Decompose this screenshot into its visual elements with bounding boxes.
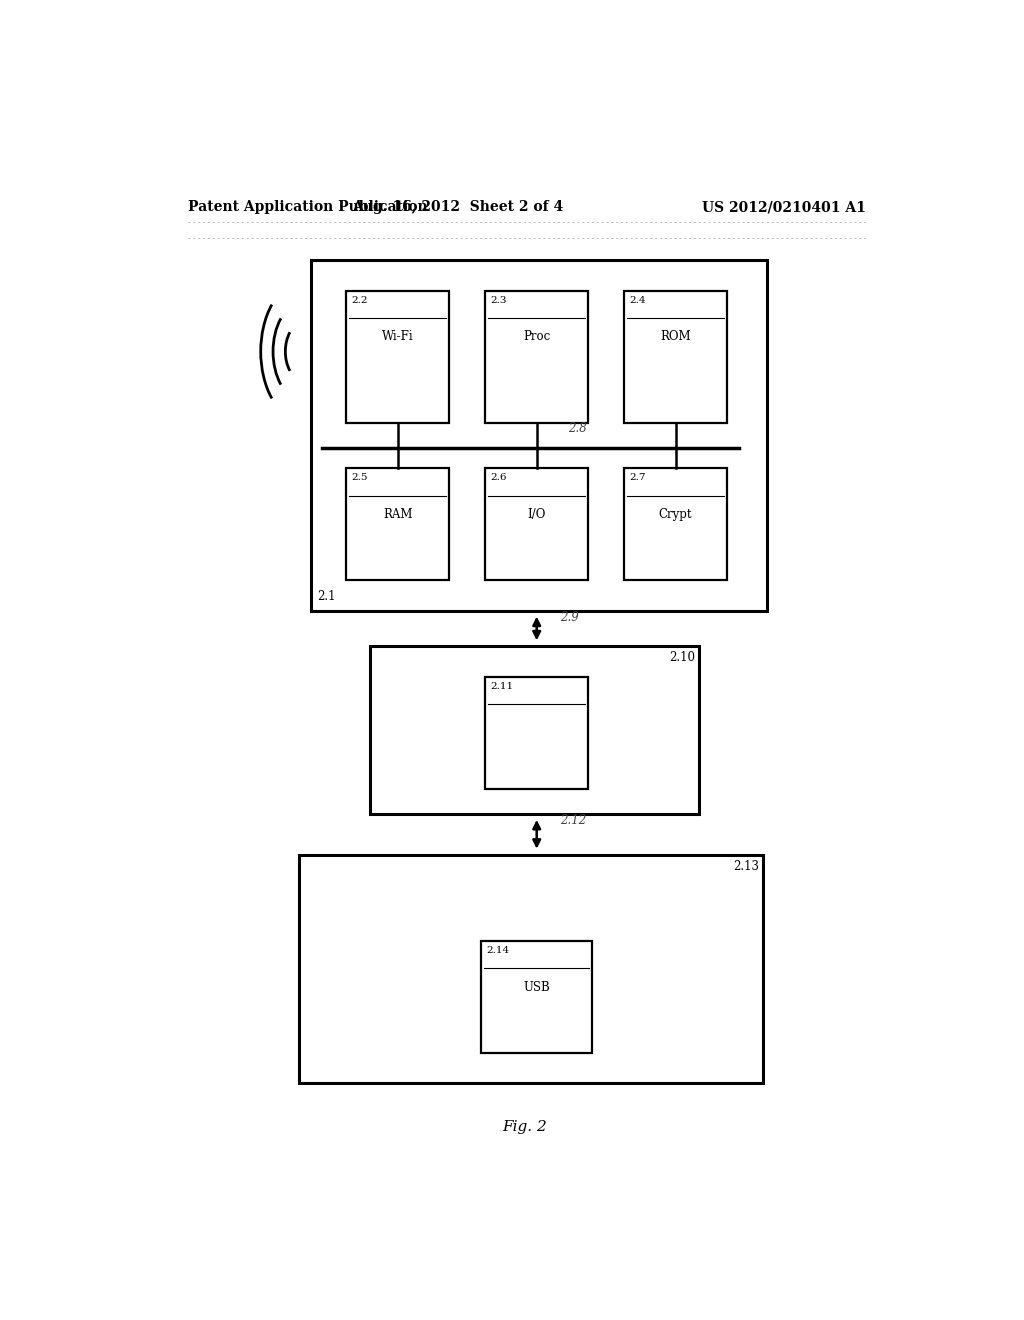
Text: 2.7: 2.7 <box>630 474 646 483</box>
Text: 2.6: 2.6 <box>490 474 507 483</box>
Text: 2.13: 2.13 <box>733 859 759 873</box>
Text: 2.4: 2.4 <box>630 296 646 305</box>
Text: US 2012/0210401 A1: US 2012/0210401 A1 <box>702 201 866 214</box>
Text: 2.10: 2.10 <box>670 651 695 664</box>
Text: ROM: ROM <box>660 330 691 343</box>
Text: 2.9: 2.9 <box>560 611 580 624</box>
Text: 2.5: 2.5 <box>352 474 369 483</box>
Text: 2.3: 2.3 <box>490 296 507 305</box>
Text: Patent Application Publication: Patent Application Publication <box>187 201 427 214</box>
Bar <box>370 647 699 814</box>
Text: 2.8: 2.8 <box>568 422 587 434</box>
Text: 2.1: 2.1 <box>316 590 336 602</box>
Bar <box>346 290 450 422</box>
Bar <box>485 469 588 581</box>
Text: Fig. 2: Fig. 2 <box>503 1121 547 1134</box>
Text: 2.11: 2.11 <box>490 682 514 690</box>
Bar <box>624 290 727 422</box>
Text: Wi-Fi: Wi-Fi <box>382 330 414 343</box>
Text: 2.2: 2.2 <box>352 296 369 305</box>
Bar <box>299 854 763 1084</box>
Bar <box>624 469 727 581</box>
Bar <box>485 677 588 788</box>
Text: Proc: Proc <box>523 330 550 343</box>
Text: 2.12: 2.12 <box>560 814 587 828</box>
Text: USB: USB <box>523 981 550 994</box>
Bar <box>481 941 592 1053</box>
Text: I/O: I/O <box>527 508 546 521</box>
Text: 2.14: 2.14 <box>486 946 510 956</box>
Text: Crypt: Crypt <box>658 508 692 521</box>
Bar <box>346 469 450 581</box>
Text: RAM: RAM <box>383 508 413 521</box>
Text: Aug. 16, 2012  Sheet 2 of 4: Aug. 16, 2012 Sheet 2 of 4 <box>351 201 563 214</box>
Bar <box>310 260 767 611</box>
Bar <box>485 290 588 422</box>
